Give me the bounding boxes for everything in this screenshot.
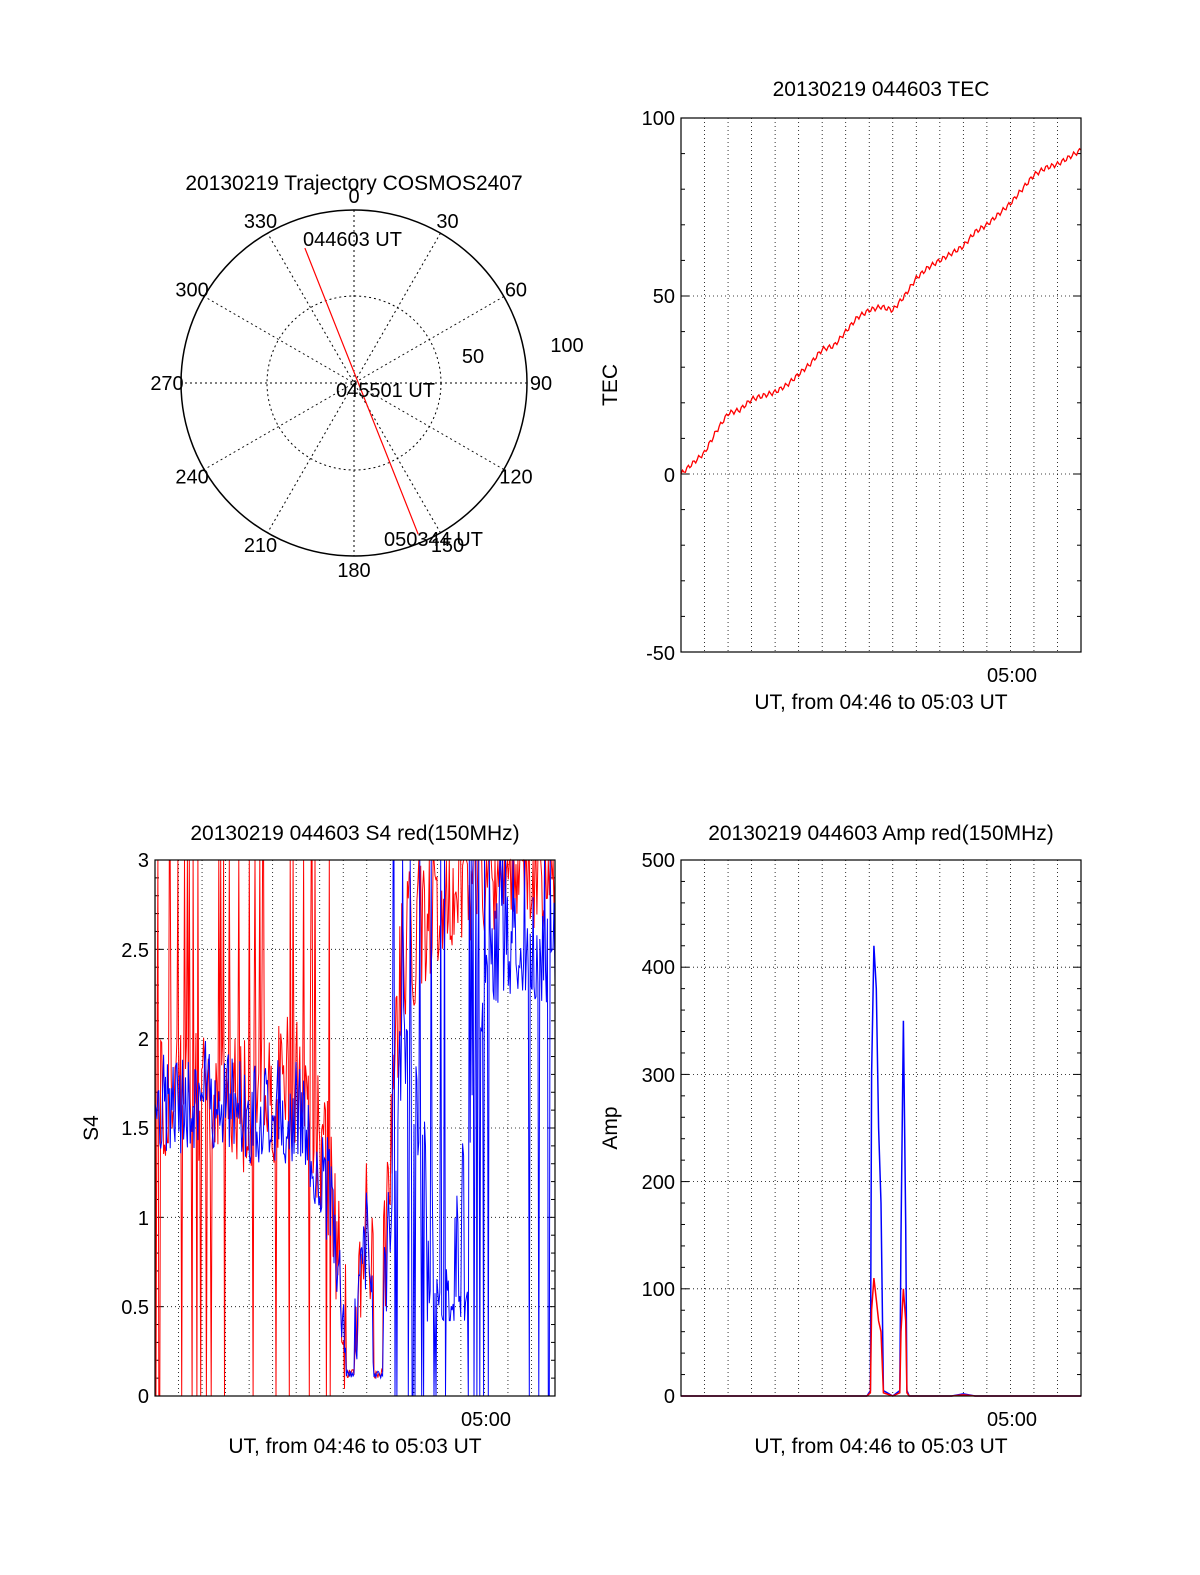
s4-ytick-2.5: 2.5 — [121, 940, 149, 962]
polar-plot: 20130219 Trajectory COSMOS2407 0 30 60 90 12… — [150, 172, 583, 582]
s4-ytick-1: 1 — [138, 1208, 149, 1230]
s4-series-red — [154, 858, 556, 1397]
s4-ylabel: S4 — [80, 1115, 103, 1141]
tec-frame — [680, 117, 1082, 653]
amp-xlabel: UT, from 04:46 to 05:03 UT — [754, 1435, 1007, 1458]
tec-plot: 20130219 044603 TEC 100 50 0 -50 05:00 U… — [599, 78, 1082, 714]
polar-angle-label-150: 150 — [431, 535, 464, 557]
amp-grid — [681, 859, 1081, 1397]
s4-ytick-0.5: 0.5 — [121, 1297, 149, 1319]
s4-ytick-2: 2 — [138, 1029, 149, 1051]
polar-angle-label-210: 210 — [244, 535, 277, 557]
tec-ylabel: TEC — [599, 364, 622, 406]
s4-ytick-1.5: 1.5 — [121, 1118, 149, 1140]
polar-angle-label-60: 60 — [505, 280, 527, 302]
tec-title: 20130219 044603 TEC — [773, 78, 990, 101]
amp-title: 20130219 044603 Amp red(150MHz) — [708, 822, 1054, 845]
polar-title: 20130219 Trajectory COSMOS2407 — [185, 172, 522, 195]
polar-angle-label-30: 30 — [436, 211, 458, 233]
s4-ytick-3: 3 — [138, 850, 149, 872]
polar-angle-label-330: 330 — [244, 211, 277, 233]
polar-angle-label-270: 270 — [150, 373, 183, 395]
tec-ytick-0: 0 — [664, 465, 675, 487]
amp-plot: 20130219 044603 Amp red(150MHz) 500 400 … — [599, 822, 1082, 1458]
trajectory-mid-label: 045501 UT — [336, 380, 435, 402]
amp-ytick-300: 300 — [642, 1065, 675, 1087]
amp-frame — [680, 859, 1082, 1397]
trajectory-end-label: 050344 UT — [384, 529, 483, 551]
tec-xlabel: UT, from 04:46 to 05:03 UT — [754, 691, 1007, 714]
amp-ytick-100: 100 — [642, 1279, 675, 1301]
s4-title: 20130219 044603 S4 red(150MHz) — [190, 822, 519, 845]
s4-frame — [154, 859, 556, 1397]
polar-angle-label-0: 0 — [348, 186, 359, 208]
amp-ytick-0: 0 — [664, 1386, 675, 1408]
amp-ytick-200: 200 — [642, 1172, 675, 1194]
polar-radial-label-50: 50 — [462, 346, 484, 368]
amp-series-red — [681, 1278, 1081, 1397]
s4-ytick-0: 0 — [138, 1386, 149, 1408]
tec-series-red — [680, 147, 1082, 475]
tec-xtick: 05:00 — [987, 665, 1037, 687]
s4-plot: 20130219 044603 S4 red(150MHz) 3 2.5 2 1… — [80, 822, 556, 1458]
trajectory-start-label: 044603 UT — [303, 229, 402, 251]
polar-radial-label-100: 100 — [550, 335, 583, 357]
trajectory-line — [304, 247, 419, 535]
amp-ytick-500: 500 — [642, 850, 675, 872]
tec-ytick-100: 100 — [642, 108, 675, 130]
tec-grid — [681, 117, 1081, 653]
amp-ytick-400: 400 — [642, 957, 675, 979]
s4-xlabel: UT, from 04:46 to 05:03 UT — [228, 1435, 481, 1458]
polar-angle-label-300: 300 — [175, 280, 208, 302]
polar-angle-label-240: 240 — [175, 467, 208, 489]
polar-angle-label-120: 120 — [499, 467, 532, 489]
amp-ylabel: Amp — [599, 1106, 622, 1149]
tec-ytick-neg50: -50 — [646, 643, 675, 665]
polar-angle-label-90: 90 — [530, 373, 552, 395]
polar-angle-labels: 0 30 60 90 120 150 180 210 240 270 300 330 — [150, 186, 552, 582]
polar-angle-label-180: 180 — [337, 560, 370, 582]
tec-ytick-50: 50 — [653, 286, 675, 308]
amp-xtick: 05:00 — [987, 1409, 1037, 1431]
s4-xtick: 05:00 — [461, 1409, 511, 1431]
